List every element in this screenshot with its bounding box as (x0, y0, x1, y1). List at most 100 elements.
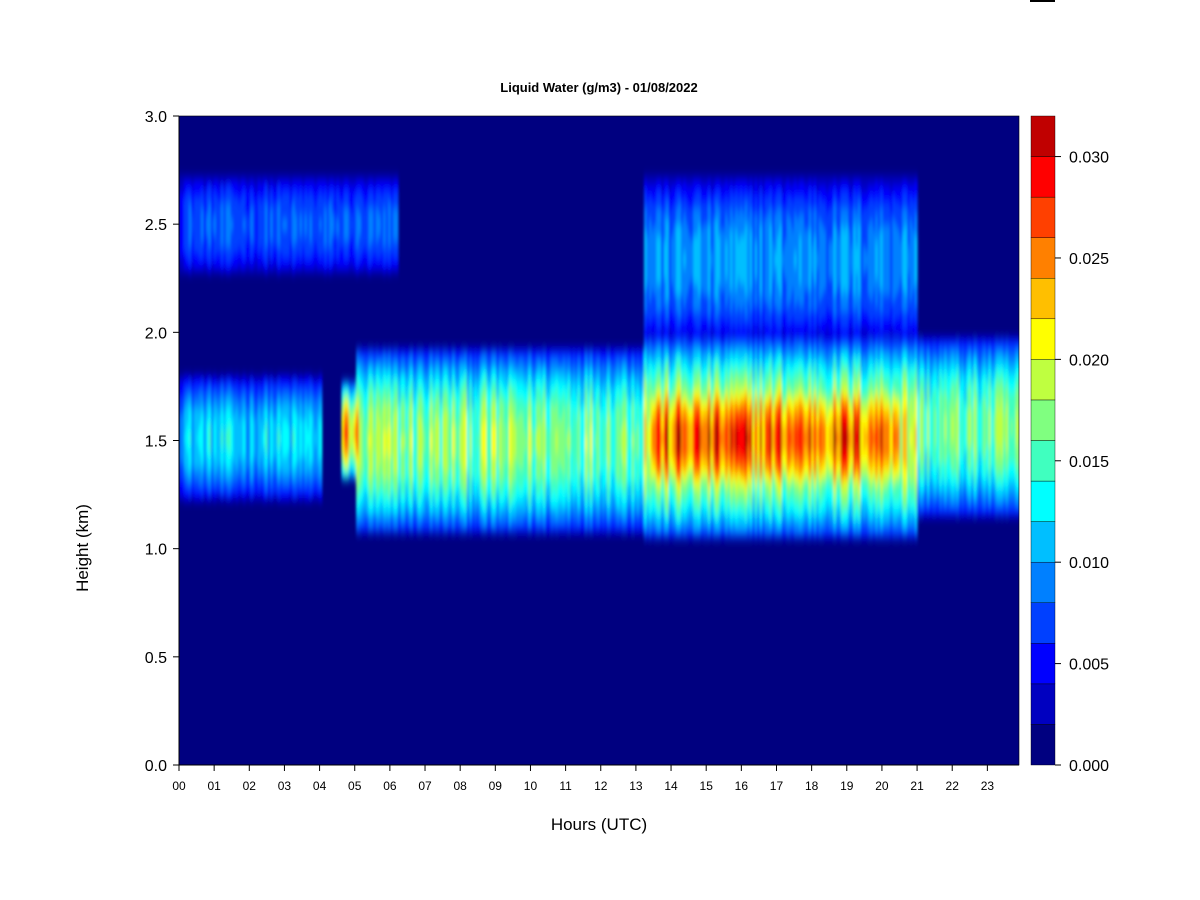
heatmap-cell (203, 429, 207, 436)
heatmap-cell (262, 202, 266, 209)
heatmap-cell (324, 218, 328, 225)
heatmap-cell (265, 229, 269, 236)
heatmap-cell (188, 391, 192, 398)
heatmap-cell (316, 207, 320, 214)
heatmap-cell (270, 180, 274, 187)
heatmap-cell (213, 218, 217, 225)
heatmap-cell (218, 467, 222, 474)
heatmap-cell (238, 202, 242, 209)
heatmap-cell (333, 213, 338, 220)
heatmap-cell (279, 240, 283, 247)
heatmap-cell (230, 234, 234, 241)
heatmap-cell (181, 207, 185, 214)
heatmap-cell (233, 402, 237, 409)
heatmap-cell (208, 494, 212, 501)
heatmap-cell (311, 472, 315, 479)
heatmap-cell (274, 478, 279, 485)
heatmap-cell (215, 494, 219, 501)
heatmap-cell (348, 191, 352, 198)
heatmap-cell (343, 207, 347, 214)
heatmap-cell (267, 413, 271, 420)
heatmap-cell (193, 418, 197, 425)
heatmap-cell (242, 467, 247, 474)
heatmap-cell (213, 472, 217, 479)
heatmap-cell (279, 445, 283, 452)
heatmap-cell (302, 424, 306, 431)
heatmap-cell (270, 424, 274, 431)
heatmap-cell (267, 267, 271, 274)
heatmap-cell (242, 267, 247, 274)
heatmap-cell (223, 251, 227, 258)
heatmap-cell (257, 175, 261, 182)
heatmap-cell (265, 234, 269, 241)
heatmap-cell (299, 413, 303, 420)
heatmap-cell (240, 256, 244, 263)
heatmap-cell (210, 202, 215, 209)
heatmap-cell (196, 424, 200, 431)
heatmap-cell (250, 472, 254, 479)
heatmap-cell (294, 256, 298, 263)
heatmap-cell (314, 435, 318, 442)
heatmap-cell (247, 229, 251, 236)
heatmap-cell (179, 256, 183, 263)
heatmap-cell (338, 175, 342, 182)
heatmap-cell (329, 229, 333, 236)
heatmap-cell (324, 175, 328, 182)
heatmap-cell (346, 202, 350, 209)
heatmap-cell (181, 218, 185, 225)
heatmap-cell (255, 397, 259, 404)
heatmap-cell (220, 191, 224, 198)
heatmap-cell (208, 391, 212, 398)
heatmap-cell (223, 483, 227, 490)
heatmap-cell (233, 408, 237, 415)
heatmap-cell (213, 381, 217, 388)
heatmap-cell (272, 251, 276, 258)
heatmap-cell (201, 424, 205, 431)
heatmap-cell (242, 386, 247, 393)
heatmap-cell (279, 207, 283, 214)
heatmap-cell (321, 207, 325, 214)
heatmap-cell (250, 234, 254, 241)
heatmap-cell (233, 202, 237, 209)
heatmap-cell (265, 429, 269, 436)
heatmap-cell (282, 462, 286, 469)
heatmap-cell (247, 445, 251, 452)
heatmap-cell (336, 218, 340, 225)
heatmap-cell (255, 191, 259, 198)
heatmap-cell (284, 262, 288, 269)
heatmap-cell (206, 191, 210, 198)
heatmap-cell (348, 267, 352, 274)
heatmap-cell (348, 234, 352, 241)
heatmap-cell (270, 494, 274, 501)
heatmap-cell (279, 391, 283, 398)
heatmap-cell (225, 191, 229, 198)
heatmap-cell (353, 381, 357, 388)
heatmap-cell (270, 478, 274, 485)
heatmap-cell (228, 218, 232, 225)
heatmap-cell (331, 251, 335, 258)
heatmap-cell (245, 445, 249, 452)
heatmap-cell (245, 462, 249, 469)
heatmap-cell (287, 375, 291, 382)
heatmap-cell (220, 175, 224, 182)
heatmap-cell (277, 267, 281, 274)
heatmap-cell (311, 424, 315, 431)
heatmap-cell (179, 429, 183, 436)
heatmap-cell (225, 234, 229, 241)
heatmap-cell (267, 234, 271, 241)
heatmap-cell (198, 175, 202, 182)
heatmap-cell (270, 489, 274, 496)
heatmap-cell (341, 397, 345, 404)
heatmap-cell (250, 207, 254, 214)
heatmap-cell (242, 229, 247, 236)
heatmap-cell (284, 451, 288, 458)
heatmap-cell (191, 472, 195, 479)
heatmap-cell (274, 402, 279, 409)
heatmap-cell (314, 262, 318, 269)
heatmap-cell (181, 224, 185, 231)
heatmap-cell (213, 175, 217, 182)
heatmap-cell (186, 262, 190, 269)
heatmap-cell (225, 262, 229, 269)
heatmap-cell (319, 413, 323, 420)
heatmap-cell (240, 472, 244, 479)
